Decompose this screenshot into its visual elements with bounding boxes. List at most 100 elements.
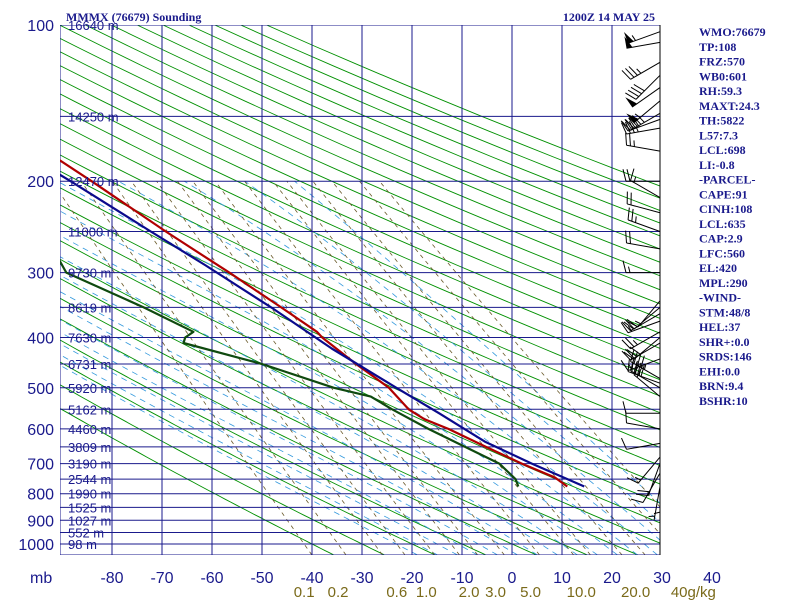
dewpoint-profile [60,259,520,487]
barb-feather [633,351,638,364]
index-bshr: BSHR:10 [699,394,748,408]
dry-adiabat [60,187,660,466]
dry-adiabat [137,25,660,250]
mixing-ratio-label: 20.0 [621,584,650,600]
barb-staff [637,456,661,484]
wind-barb [625,410,661,430]
barb-staff [626,41,661,49]
height-label: 3809 m [68,440,111,455]
temperature-tick-label: -60 [200,570,223,587]
index-l57: L57:7.3 [699,128,738,142]
barb-staff [627,371,661,384]
barb-feather [628,121,635,133]
sounding-time: 1200Z 14 MAY 25 [563,10,655,24]
pressure-tick-label: 800 [27,487,54,504]
barb-feather [637,490,650,493]
barb-feather [624,119,633,130]
barb-feather [626,169,631,182]
height-label: 1027 m [68,513,111,528]
barb-feather [626,318,638,328]
pressure-tick-label: 600 [27,422,54,439]
mixing-ratio-label: 3.0 [485,584,506,600]
dry-adiabat [60,339,487,555]
barb-feather [637,353,642,366]
barb-feather [625,348,635,359]
index-li: LI:-0.8 [699,158,735,172]
dry-adiabat [60,240,660,524]
dry-adiabat [60,297,588,555]
barb-half-feather [634,476,641,481]
index-wind-heading: -WIND- [699,291,741,305]
barb-feather [640,355,645,368]
index-ehi: EHI:0.0 [699,364,740,378]
index-mpl: MPL:290 [699,276,748,290]
moist-adiabat [183,180,660,541]
dry-adiabat [60,154,660,431]
wind-barb [621,121,661,135]
mixing-ratio-line [131,180,406,555]
mixing-ratio-line [156,180,436,555]
barb-staff [626,242,661,250]
wind-barb [622,260,660,274]
barb-half-feather [636,68,642,74]
moist-adiabat [60,256,578,555]
pressure-unit-label: mb [30,570,52,587]
moist-adiabat [60,331,478,555]
pressure-tick-label: 200 [27,174,54,191]
index-tp: TP:108 [699,40,736,54]
wind-barb [621,437,661,450]
wind-barb [627,207,661,233]
barb-feather [622,169,627,182]
parcel-profile [60,173,585,488]
mixing-ratio-label: 5.0 [520,584,541,600]
index-lcl: LCL:698 [699,143,746,157]
barb-feather [631,115,642,125]
barb-staff [626,422,661,430]
index-wb0: WB0:601 [699,69,747,83]
index-parcel-lcl: LCL:635 [699,217,746,231]
barb-pennant [624,36,633,49]
barb-feather [625,230,628,244]
mixing-ratio-line [312,180,623,555]
mixing-ratio-line [214,180,505,555]
height-label: 14250 m [68,109,119,124]
barb-feather [630,168,635,181]
barb-feather [621,121,631,131]
dry-adiabat [60,123,660,397]
barb-feather [624,121,631,134]
barb-half-feather [631,35,636,41]
barb-feather [633,360,638,373]
pressure-tick-label: 700 [27,457,54,474]
moist-adiabat [60,343,458,555]
barb-feather [628,117,636,129]
barb-feather [630,498,644,503]
height-label: 2544 m [68,472,111,487]
temperature-tick-label: -30 [350,570,373,587]
barb-feather [621,321,631,332]
barb-feather [627,89,640,97]
barb-staff [630,370,661,389]
dry-adiabat [60,258,660,544]
height-label: 4460 m [68,422,111,437]
moist-adiabat [60,274,558,555]
barb-staff [627,219,661,233]
dry-adiabat [60,384,385,555]
barb-staff [630,331,661,350]
dry-adiabat [60,37,660,305]
barb-feather [630,349,635,362]
temperature-tick-label: -10 [450,570,473,587]
mixing-ratio-line [379,180,660,508]
barb-feather [627,207,630,220]
mixing-ratio-line [286,180,591,555]
dry-adiabat [60,51,660,319]
moist-adiabat [244,180,660,523]
barb-staff [635,74,661,100]
moist-adiabat [294,180,660,504]
index-lfc: LFC:560 [699,246,745,260]
barb-staff [627,358,661,372]
barb-feather [640,364,645,377]
index-shr: SHR+:0.0 [699,335,750,349]
